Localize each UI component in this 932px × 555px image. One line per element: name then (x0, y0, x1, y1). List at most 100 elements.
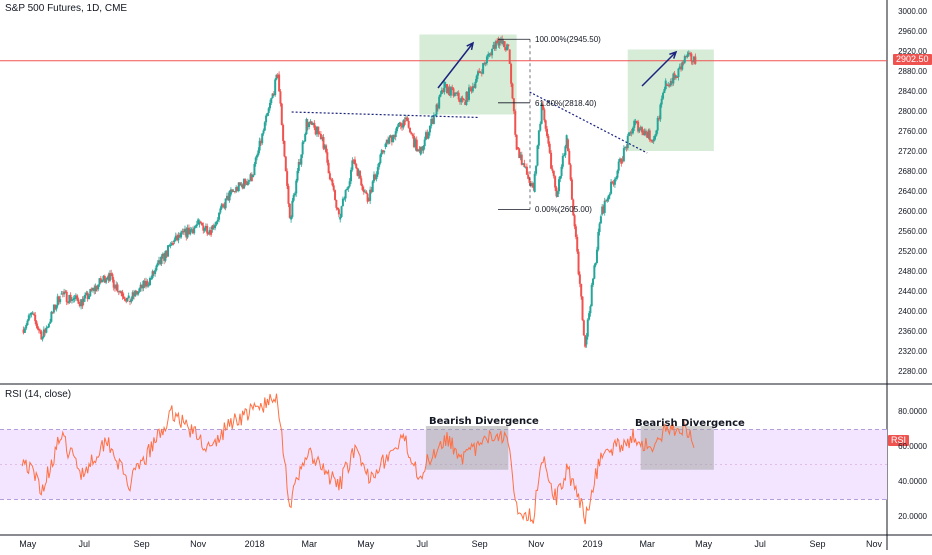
candle (106, 277, 109, 280)
candle (76, 295, 79, 300)
candle (676, 77, 679, 78)
candle (528, 178, 531, 183)
candle (214, 224, 217, 229)
candle (102, 276, 105, 281)
candle (23, 328, 26, 333)
candle (639, 127, 642, 129)
candle (116, 284, 119, 292)
candle (187, 227, 190, 235)
candle (41, 336, 44, 340)
candle (428, 125, 431, 133)
candle (448, 87, 451, 96)
candle (516, 147, 519, 149)
candle (310, 121, 313, 125)
candle (499, 38, 502, 42)
candle (349, 169, 352, 182)
candle (594, 263, 597, 266)
rsi-y-tick-label: 60.0000 (898, 442, 927, 451)
candle (328, 173, 331, 180)
candle (413, 136, 416, 148)
candle (556, 191, 559, 197)
candle (539, 123, 542, 131)
candle (280, 103, 283, 125)
candle (626, 135, 629, 149)
candle (173, 239, 176, 242)
x-tick-label: May (695, 539, 713, 549)
candle (671, 80, 674, 84)
candle (151, 271, 154, 279)
x-tick-label: Jul (416, 539, 428, 549)
candle (483, 62, 486, 64)
candle (652, 138, 655, 142)
candle (577, 251, 580, 275)
candle (105, 279, 108, 283)
candle (427, 132, 430, 139)
candle (245, 183, 248, 185)
candle (564, 146, 567, 156)
candle (682, 62, 685, 64)
candle (616, 170, 619, 178)
candle (681, 62, 684, 70)
candle (337, 209, 340, 215)
candle (189, 229, 192, 235)
candle (154, 270, 157, 274)
candle (237, 182, 240, 192)
candle (180, 232, 183, 238)
candle (608, 193, 611, 196)
candle (35, 321, 38, 326)
candle (546, 128, 549, 137)
candle (266, 112, 269, 116)
candle (677, 68, 680, 78)
candle (183, 228, 186, 233)
candle (235, 187, 238, 192)
candle (334, 190, 337, 200)
candle (550, 152, 553, 169)
candle (520, 154, 523, 165)
candle (586, 319, 589, 337)
candle (580, 283, 583, 297)
candle (447, 87, 450, 94)
candle (90, 289, 93, 291)
candle (242, 179, 245, 189)
candle (510, 63, 513, 84)
divergence-box-1 (425, 426, 509, 470)
candle (70, 299, 73, 301)
candle (376, 167, 379, 175)
candle (129, 301, 132, 302)
candle (220, 204, 223, 209)
candle (157, 260, 160, 263)
candle (50, 311, 53, 322)
candle (633, 120, 636, 128)
candle (634, 120, 637, 123)
candle (369, 189, 372, 201)
candle (297, 162, 300, 171)
candle (56, 296, 59, 306)
candle (436, 104, 439, 109)
candle (360, 178, 363, 186)
candle (548, 143, 551, 153)
candle (55, 305, 58, 310)
candle (651, 140, 654, 142)
candle (365, 191, 368, 194)
candle (502, 41, 505, 44)
candle (110, 273, 113, 275)
candle (131, 292, 134, 300)
candle (103, 276, 106, 283)
candle (72, 299, 75, 301)
candle (565, 135, 568, 147)
candle (494, 41, 497, 49)
candle (37, 328, 40, 331)
candle (246, 181, 249, 185)
candle (73, 297, 76, 300)
candle (687, 52, 690, 55)
candle (443, 82, 446, 93)
candle (602, 206, 605, 213)
candle (663, 89, 666, 93)
candle (161, 253, 164, 257)
candle (352, 160, 355, 162)
candle (325, 145, 328, 153)
candle (551, 168, 554, 171)
candle (628, 132, 631, 136)
candle (138, 288, 141, 292)
candle (367, 199, 370, 201)
